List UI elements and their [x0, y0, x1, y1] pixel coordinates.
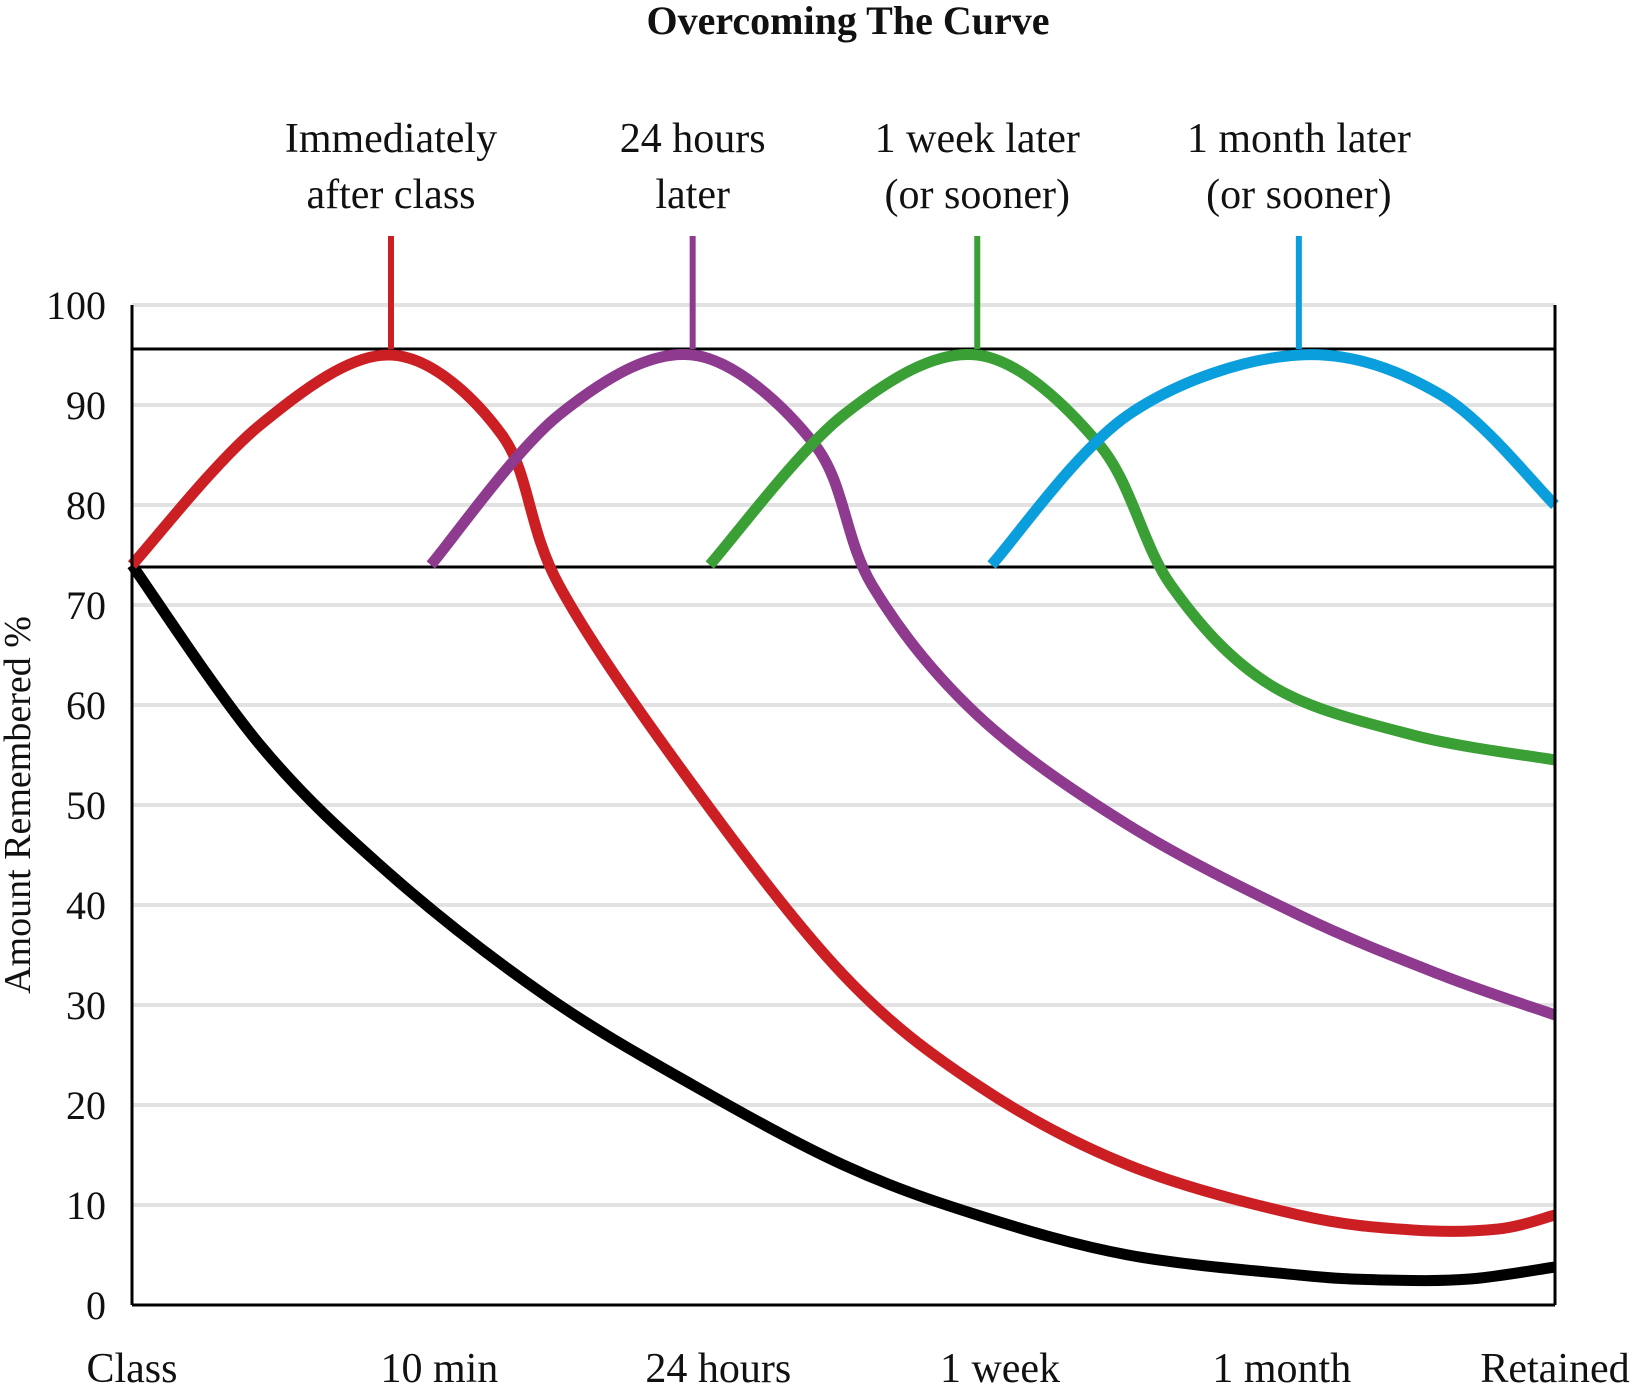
- x-tick-label: 24 hours: [645, 1346, 791, 1388]
- series-line-review-1month: [987, 349, 1559, 569]
- reference-lines: [132, 347, 1555, 569]
- annotation-label: (or sooner): [885, 172, 1070, 218]
- y-tick-label: 100: [46, 283, 106, 328]
- y-tick-label: 90: [66, 383, 106, 428]
- annotation-label: later: [655, 172, 730, 218]
- annotation-label: Immediately: [285, 116, 497, 162]
- y-tick-label: 20: [66, 1083, 106, 1128]
- chart-title: Overcoming The Curve: [647, 0, 1050, 43]
- series-line-review-1week: [705, 348, 1556, 766]
- series-lines: [127, 348, 1559, 1287]
- x-tick-label: 1 month: [1212, 1346, 1351, 1388]
- y-tick-label: 60: [66, 683, 106, 728]
- annotation-label: (or sooner): [1206, 172, 1391, 218]
- y-tick-label: 70: [66, 583, 106, 628]
- y-tick-label: 40: [66, 883, 106, 928]
- x-tick-label: Retained: [1480, 1346, 1629, 1388]
- annotation-label: 24 hours: [620, 116, 766, 162]
- annotation-label: after class: [306, 172, 475, 218]
- x-tick-label: 10 min: [380, 1346, 498, 1388]
- series-line-review-immediately: [127, 349, 1557, 1237]
- axes: [130, 305, 1557, 1307]
- x-tick-label: 1 week: [940, 1346, 1060, 1388]
- y-tick-label: 80: [66, 483, 106, 528]
- y-axis-label: Amount Remembered %: [0, 616, 39, 994]
- y-tick-label: 30: [66, 983, 106, 1028]
- x-tick-label: Class: [86, 1346, 177, 1388]
- y-tick-label: 50: [66, 783, 106, 828]
- series-line-no-review: [127, 561, 1556, 1287]
- annotation-label: 1 week later: [875, 116, 1080, 162]
- y-tick-label: 10: [66, 1183, 106, 1228]
- series-line-review-24h: [426, 348, 1557, 1021]
- annotation-label: 1 month later: [1187, 116, 1411, 162]
- annotations: Immediately after class 24 hours later 1 wee…: [285, 116, 1411, 349]
- y-tick-label: 0: [86, 1283, 106, 1328]
- grid-lines: [132, 303, 1555, 1207]
- labels: 0 10 20 30 40 50 60 70 80 90 100 Class 10 min 24 hour…: [46, 283, 1630, 1392]
